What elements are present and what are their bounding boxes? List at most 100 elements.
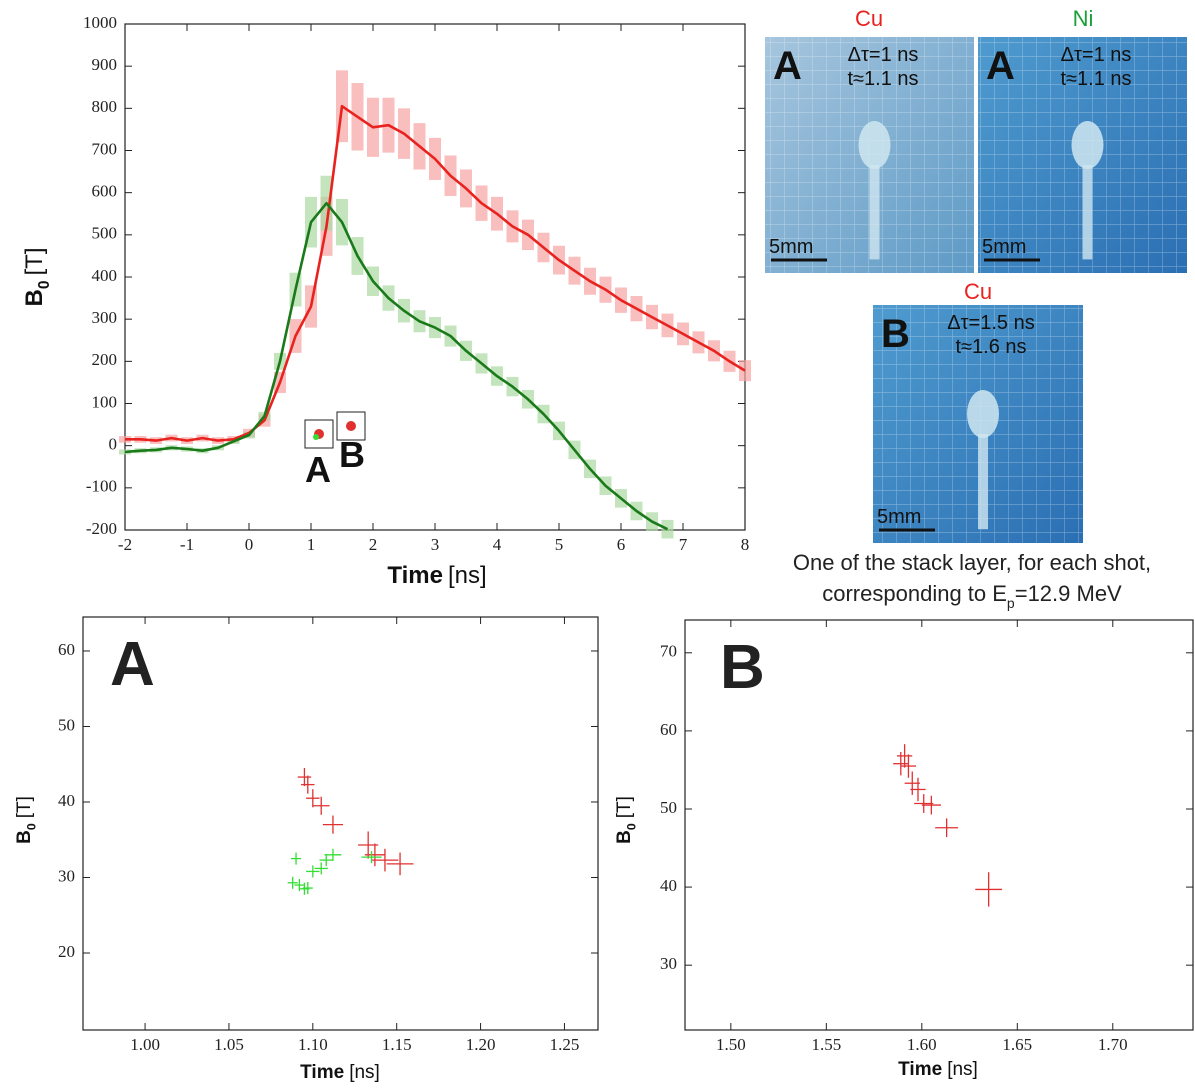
x-tick-label: 5 — [555, 535, 564, 554]
y-tick-label: 50 — [660, 798, 677, 817]
x-tick-label: 1.05 — [214, 1035, 244, 1054]
x-tick-label: 1.00 — [130, 1035, 160, 1054]
y-tick-label: 200 — [92, 350, 118, 369]
y-tick-label: -200 — [86, 519, 117, 538]
y-tick-label: 40 — [660, 876, 677, 895]
x-tick-label: 7 — [679, 535, 688, 554]
panel-letter: B — [720, 633, 765, 702]
y-tick-label: 20 — [58, 942, 75, 961]
target-stalk — [978, 434, 988, 530]
x-tick-label: 1.50 — [716, 1035, 746, 1054]
time-label: t≈1.6 ns — [955, 336, 1026, 358]
y-tick-label: 800 — [92, 97, 118, 116]
x-tick-label: 1.60 — [907, 1035, 937, 1054]
x-tick-label: 0 — [245, 535, 254, 554]
x-tick-label: 1.65 — [1002, 1035, 1032, 1054]
target-stalk — [1082, 165, 1093, 260]
material-label: Cu — [855, 6, 883, 31]
axis-label-unit: [T] — [614, 796, 635, 818]
time-label: t≈1.1 ns — [847, 68, 918, 90]
xlabel-axis-label: Time [ns] — [898, 1059, 978, 1080]
target-stalk — [869, 165, 880, 260]
x-tick-label: 6 — [617, 535, 626, 554]
plot-frame — [124, 23, 746, 531]
delay-label: Δτ=1 ns — [848, 44, 919, 66]
y-tick-label: 400 — [92, 266, 118, 285]
data-line — [124, 201, 669, 531]
x-tick-label: -1 — [180, 535, 194, 554]
y-tick-label: 30 — [58, 866, 75, 885]
y-tick-label: 60 — [660, 720, 677, 739]
caption-text: =12.9 MeV — [1015, 581, 1122, 606]
panel-letter: A — [773, 44, 802, 88]
axis-label-sub: 0 — [36, 280, 53, 289]
axis-label-name: B — [14, 830, 35, 844]
xlabel-axis-label: Time [ns] — [387, 562, 486, 589]
inset-letter: A — [305, 449, 331, 490]
axis-label-name: Time — [898, 1059, 942, 1080]
y-tick-label: 500 — [92, 224, 118, 243]
axis-label-unit: [T] — [14, 796, 35, 818]
y-tick-label: 70 — [660, 642, 677, 661]
scale-label: 5mm — [877, 506, 921, 528]
x-tick-label: 1.10 — [298, 1035, 328, 1054]
y-tick-label: 1000 — [83, 13, 117, 32]
x-tick-label: 1.70 — [1098, 1035, 1128, 1054]
y-tick-label: 30 — [660, 954, 677, 973]
x-tick-label: 1.25 — [550, 1035, 580, 1054]
x-tick-label: 3 — [431, 535, 440, 554]
axis-label-name: B — [21, 289, 48, 306]
caption-text: corresponding to E — [822, 581, 1007, 606]
ylabel-axis-label: B0 [T] — [14, 796, 39, 844]
y-tick-label: 600 — [92, 182, 118, 201]
panel-letter: A — [110, 630, 155, 699]
plot-frame — [82, 616, 599, 1031]
axis-label-name: Time — [300, 1062, 344, 1083]
xlabel-axis-label: Time [ns] — [300, 1062, 380, 1083]
target-shape — [967, 390, 999, 438]
x-tick-label: 1.55 — [811, 1035, 841, 1054]
y-tick-label: 0 — [109, 435, 118, 454]
x-tick-label: 1.20 — [466, 1035, 496, 1054]
scale-label: 5mm — [769, 236, 813, 258]
time-label: t≈1.1 ns — [1060, 68, 1131, 90]
caption-sub: p — [1007, 595, 1015, 611]
material-label: Cu — [964, 279, 992, 304]
x-tick-label: 4 — [493, 535, 502, 554]
y-tick-label: 900 — [92, 55, 118, 74]
caption-line: corresponding to Ep=12.9 MeV — [822, 581, 1122, 611]
y-tick-label: 40 — [58, 791, 75, 810]
inset-dots — [313, 434, 319, 440]
axis-label-sub: 0 — [625, 823, 639, 830]
target-shape — [1071, 121, 1104, 169]
y-tick-label: 50 — [58, 715, 75, 734]
inset-letter: B — [339, 434, 365, 475]
axis-label-name: Time — [387, 562, 443, 589]
axis-label-unit: [ns] — [947, 1059, 978, 1080]
x-tick-label: 1 — [307, 535, 316, 554]
plot-frame — [684, 619, 1194, 1031]
data-line — [125, 104, 746, 442]
axis-label-unit: [ns] — [349, 1062, 380, 1083]
y-tick-label: 100 — [92, 392, 118, 411]
y-tick-label: -100 — [86, 477, 117, 496]
panel-letter: B — [881, 312, 910, 356]
inset-dots — [346, 421, 356, 431]
material-label: Ni — [1073, 6, 1094, 31]
x-tick-label: 1.15 — [382, 1035, 412, 1054]
x-tick-label: -2 — [118, 535, 132, 554]
caption-line: One of the stack layer, for each shot, — [793, 550, 1151, 575]
delay-label: Δτ=1 ns — [1061, 44, 1132, 66]
ylabel-axis-label: B0 [T] — [21, 247, 53, 306]
delay-label: Δτ=1.5 ns — [947, 312, 1034, 334]
axis-label-unit: [T] — [21, 247, 48, 275]
axis-label-name: B — [614, 830, 635, 844]
y-tick-label: 60 — [58, 640, 75, 659]
panel-letter: A — [986, 44, 1015, 88]
y-tick-label: 700 — [92, 139, 118, 158]
y-tick-label: 300 — [92, 308, 118, 327]
x-tick-label: 2 — [369, 535, 378, 554]
ylabel-axis-label: B0 [T] — [614, 796, 639, 844]
axis-label-unit: [ns] — [448, 562, 487, 589]
